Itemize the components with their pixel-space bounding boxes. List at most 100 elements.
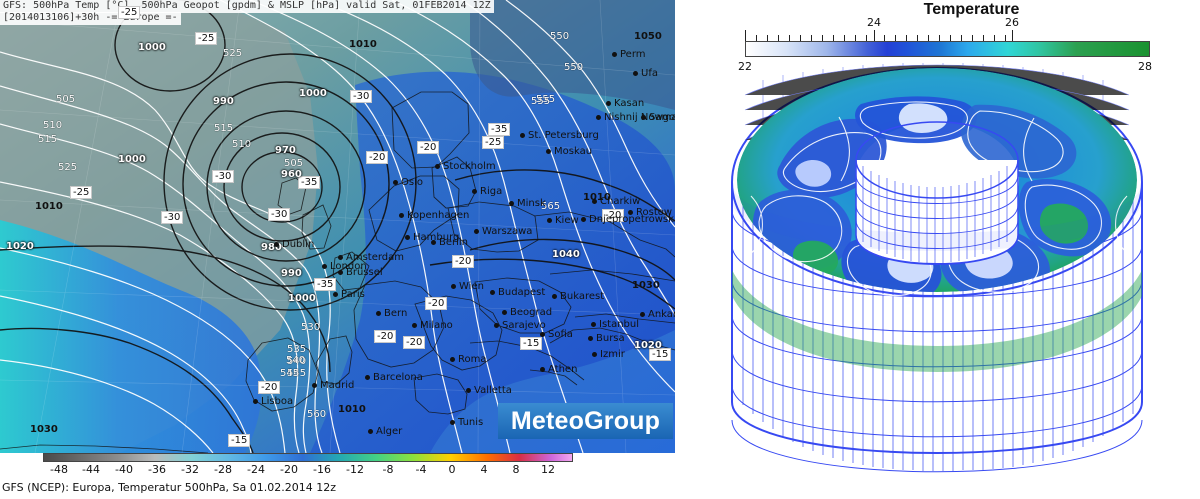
geopotential-label: 505 [56,94,76,105]
pressure-label: 1010 [349,39,377,50]
temp-box: -35 [314,278,337,291]
central-trough [310,71,675,453]
temp-box: -15 [228,434,251,447]
inner-cylinder [855,121,1019,265]
temp-box: -15 [520,337,543,350]
temp-box: -20 [602,209,625,222]
city-label: Dublin [273,239,315,250]
temperature-colorbar-tick [895,35,896,41]
temp-box: -25 [195,32,218,45]
temperature-colorbar-tick [928,35,929,41]
temp-box: -20 [403,336,426,349]
geopotential-label: 540 [287,356,307,367]
city-label: Tunis [449,417,484,428]
city-label: Dnjepropetrowsk [581,214,674,225]
scale-label: -16 [313,463,331,476]
geopotential-label: 555 [536,94,556,105]
scale-label: -20 [280,463,298,476]
pressure-label: 1000 [118,154,146,165]
temp-box: -25 [482,136,505,149]
temperature-colorbar-tick [855,35,856,41]
temp-box: -30 [268,208,291,221]
temperature-colorbar-label: 22 [738,60,752,73]
pressure-label: 1030 [30,424,58,435]
ring-contour-lines [748,101,1130,297]
city-label: Roma [450,354,487,365]
geopotential-label: 555 [531,96,551,107]
temperature-colorbar-tick [866,35,867,41]
city-label: Warszawa [473,226,533,237]
pressure-label: 1050 [634,31,662,42]
temperature-colorbar-tick [939,35,940,41]
temp-box: -35 [298,176,321,189]
geopotential-label: 525 [223,48,243,59]
geopotential-label: 540 [286,355,306,366]
temperature-colorbar-tick [767,35,768,41]
city-label: Samara [641,112,675,123]
pressure-label: 1010 [583,192,611,203]
green-wall-band [732,270,1142,372]
temperature-colorbar-tick [800,35,801,41]
temperature-colorbar-tick [1005,35,1006,41]
city-label: Berlin [430,237,469,248]
geopotential-label: 505 [284,158,304,169]
scale-label: -4 [415,463,427,476]
city-label: Athen [539,364,578,375]
city-label: Moskau [545,146,593,157]
geopotential-label: 560 [307,409,327,420]
geopotential-label: 535 [287,344,307,355]
temperature-colorbar-label: 26 [1005,16,1019,29]
city-label: Charkiw [591,196,641,207]
geopotential-label: 550 [564,62,584,73]
meteogroup-logo: MeteoGroup [498,403,673,439]
geopotential-label: 545 [287,368,307,379]
city-label: Bursa [588,333,625,344]
scale-label: -40 [115,463,133,476]
city-label: Ufa [633,68,658,79]
temperature-colorbar-tick [1012,30,1013,41]
pressure-label: 960 [281,169,302,180]
city-label: Milano [412,320,453,331]
temperature-panel: Temperature 24 26 22 28 [675,0,1200,499]
temp-box: -15 [649,348,672,361]
temperature-title: Temperature [923,1,1020,18]
city-label: Hamburg [404,232,460,243]
temperature-colorbar-tick [833,35,834,41]
city-label: Ankara [639,309,675,320]
southwest-warm-band [0,220,262,453]
weather-map-svg [0,0,675,453]
scale-label: -28 [214,463,232,476]
temp-box: -25 [70,186,93,199]
pressure-label: 1000 [299,88,327,99]
temp-box: -30 [161,211,184,224]
torus-temperature-visualization [731,63,1143,473]
scale-label: -32 [181,463,199,476]
scale-label: -48 [50,463,68,476]
front-rim-shade [732,182,1142,251]
geopotential-label: 510 [232,139,252,150]
city-label: Paris [333,289,365,300]
city-label: Bern [375,308,408,319]
lat-lon-grid [0,0,675,453]
city-label: Perm [612,49,646,60]
pressure-label: 970 [275,145,296,156]
city-label: Sofia [540,329,573,340]
scale-label: -24 [247,463,265,476]
temperature-colorbar-label: 28 [1138,60,1152,73]
scale-label: -36 [148,463,166,476]
city-label: Beograd [501,307,553,318]
pressure-label: 1040 [552,249,580,260]
scale-label: 0 [448,463,456,476]
coastlines-and-borders [0,91,675,453]
temperature-colorbar-tick [961,35,962,41]
geopotential-label: 515 [38,134,58,145]
scale-label: 8 [512,463,520,476]
pressure-label: 1020 [634,340,662,351]
temperature-colorbar-label: 24 [867,16,881,29]
geopotential-label: 515 [214,123,234,134]
city-label: Izmir [592,349,625,360]
pressure-label: 980 [261,242,282,253]
pressure-label: 1020 [6,241,34,252]
temp-box: -20 [366,151,389,164]
